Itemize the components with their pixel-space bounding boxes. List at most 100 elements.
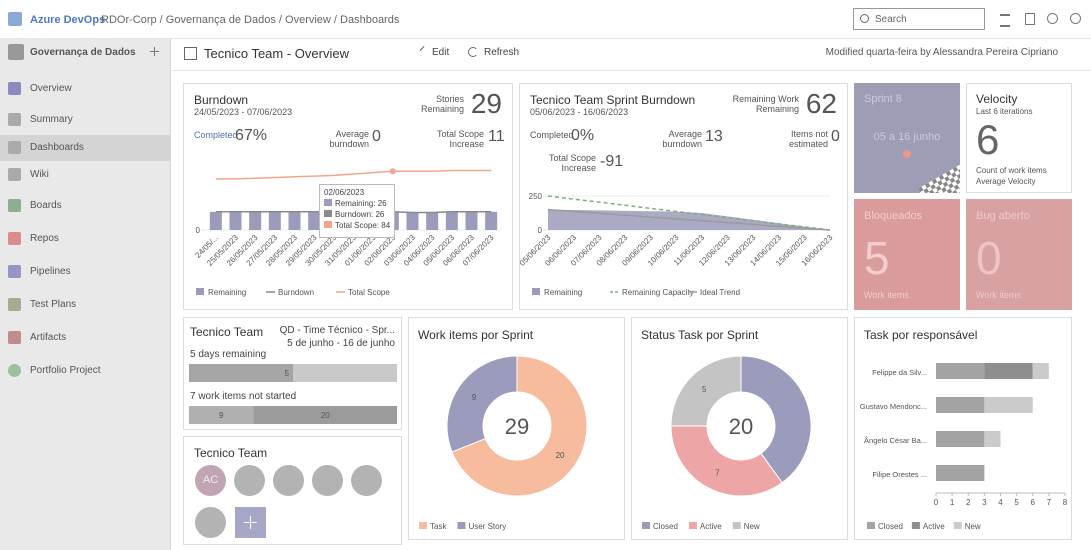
donut-total: 20 bbox=[729, 414, 753, 439]
refresh-button[interactable]: Refresh bbox=[484, 47, 520, 58]
x-tick-label: 5 bbox=[1014, 498, 1019, 507]
refresh-icon bbox=[468, 47, 478, 57]
bar bbox=[936, 363, 985, 379]
stat-label: Total Scope Increase bbox=[548, 153, 596, 173]
icon[interactable] bbox=[1025, 13, 1035, 25]
avatar[interactable]: AC bbox=[195, 465, 226, 496]
nav-item[interactable]: Boards bbox=[0, 193, 170, 219]
add-member[interactable] bbox=[235, 507, 266, 538]
bar bbox=[936, 397, 985, 413]
nav-item[interactable]: Wiki bbox=[0, 162, 170, 188]
nav-item[interactable]: Portfolio Project bbox=[0, 358, 170, 384]
bar bbox=[1032, 363, 1049, 379]
stat-value: 11 bbox=[488, 128, 505, 145]
search-icon bbox=[860, 14, 869, 23]
swatch bbox=[324, 199, 332, 206]
bar bbox=[249, 211, 262, 230]
nav-icon bbox=[8, 364, 21, 377]
widget-title: Tecnico Team bbox=[190, 325, 264, 339]
swatch bbox=[324, 210, 332, 217]
nav-label: Portfolio Project bbox=[30, 365, 101, 376]
y-tick-label: Felippe da Silv... bbox=[872, 368, 927, 377]
avatar[interactable] bbox=[273, 465, 304, 496]
tooltip-line: Remaining: 26 bbox=[324, 199, 390, 208]
nav-item[interactable]: Artifacts bbox=[0, 325, 170, 351]
avatar[interactable] bbox=[195, 507, 226, 538]
donut-slice bbox=[740, 355, 812, 484]
tile-value: 5 bbox=[864, 232, 890, 284]
project-name[interactable]: Governança de Dados bbox=[30, 47, 136, 58]
avatar[interactable] bbox=[351, 465, 382, 496]
widget-title: Work items por Sprint bbox=[418, 328, 534, 342]
nav-item[interactable]: Summary bbox=[0, 107, 170, 133]
tooltip-text: Remaining: 26 bbox=[335, 199, 387, 208]
y-tick-label: Filipe Orestes ... bbox=[872, 470, 927, 479]
x-tick-label: 8 bbox=[1063, 498, 1068, 507]
stat-label: Completed bbox=[194, 130, 238, 140]
slice-label: 20 bbox=[556, 451, 565, 460]
nav-icon bbox=[8, 113, 21, 126]
velocity-tile[interactable]: Velocity Last 6 iterations 6 Count of wo… bbox=[966, 83, 1072, 193]
legend-label: Ideal Trend bbox=[700, 288, 740, 297]
bar bbox=[288, 211, 301, 230]
nav-item[interactable]: Overview bbox=[0, 76, 170, 102]
bar bbox=[209, 211, 222, 230]
legend-swatch bbox=[196, 288, 204, 295]
nav-icon bbox=[8, 265, 21, 278]
blocked-tile[interactable]: Bloqueados 5 Work items bbox=[854, 199, 960, 310]
bar bbox=[936, 431, 985, 447]
top-bar: Azure DevOps RDOr-Corp / Governança de D… bbox=[0, 0, 1091, 39]
dashboard-title[interactable]: Tecnico Team - Overview bbox=[204, 46, 349, 61]
stat-label: Items not estimated bbox=[788, 129, 828, 149]
brand[interactable]: Azure DevOps bbox=[30, 14, 106, 26]
legend-label: Remaining Capacity bbox=[622, 288, 694, 297]
legend-label: Active bbox=[700, 522, 722, 531]
widget-title: Task por responsável bbox=[864, 328, 978, 342]
search-box[interactable]: Search bbox=[853, 8, 985, 30]
nav-icon bbox=[8, 331, 21, 344]
nav-item[interactable]: Test Plans bbox=[0, 292, 170, 318]
y-tick-label: 250 bbox=[529, 192, 543, 201]
nav-item[interactable]: Pipelines bbox=[0, 259, 170, 285]
avatar[interactable] bbox=[234, 465, 265, 496]
sprint-bars: 5 9 20 bbox=[189, 364, 397, 424]
plus bbox=[250, 516, 251, 529]
sprint-name: QD - Time Técnico - Spr... bbox=[279, 325, 395, 336]
bug-tile[interactable]: Bug aberto 0 Work items bbox=[966, 199, 1072, 310]
legend-swatch bbox=[732, 522, 741, 529]
icon[interactable] bbox=[1047, 13, 1058, 24]
x-tick-label: 2 bbox=[966, 498, 971, 507]
add-icon[interactable] bbox=[154, 47, 155, 56]
slice-label: 5 bbox=[702, 385, 707, 394]
avatar[interactable] bbox=[312, 465, 343, 496]
tile-value: 0 bbox=[976, 232, 1002, 284]
breadcrumb[interactable]: RDOr-Corp / Governança de Dados / Overvi… bbox=[101, 14, 400, 26]
sprint-tile[interactable]: Sprint 8 05 a 16 junho bbox=[854, 83, 960, 193]
x-tick-label: 6 bbox=[1031, 498, 1036, 507]
bar bbox=[426, 212, 439, 230]
nav-label: Wiki bbox=[30, 169, 49, 180]
icon[interactable] bbox=[1000, 14, 1010, 27]
stat-label: Stories bbox=[435, 94, 464, 104]
tooltip-date: 02/06/2023 bbox=[324, 188, 365, 197]
legend-swatch bbox=[867, 522, 875, 529]
nav-item[interactable]: Repos bbox=[0, 226, 170, 252]
nav-label: Test Plans bbox=[30, 299, 77, 310]
y-tick-label: 0 bbox=[196, 226, 201, 235]
sprint-burndown-chart: 025005/06/202306/06/202307/06/202308/06/… bbox=[520, 192, 835, 297]
nav-icon bbox=[8, 141, 21, 154]
tile-line: Count of work items bbox=[976, 166, 1047, 175]
donut-total: 29 bbox=[505, 414, 529, 439]
nav-icon bbox=[8, 232, 21, 245]
spacer bbox=[358, 52, 368, 53]
stat-value: 13 bbox=[705, 128, 723, 145]
nav-item[interactable]: Dashboards bbox=[0, 135, 170, 161]
team-widget: Tecnico Team AC bbox=[183, 436, 402, 545]
edit-button[interactable]: Edit bbox=[432, 47, 450, 58]
legend-swatch bbox=[457, 522, 466, 529]
date-range: 24/05/2023 - 07/06/2023 bbox=[194, 107, 293, 117]
tile-sub: Work items bbox=[864, 290, 909, 300]
tile-sub: Work items bbox=[976, 290, 1021, 300]
icon[interactable] bbox=[1070, 13, 1081, 24]
tooltip-text: Total Scope: 84 bbox=[335, 221, 391, 230]
